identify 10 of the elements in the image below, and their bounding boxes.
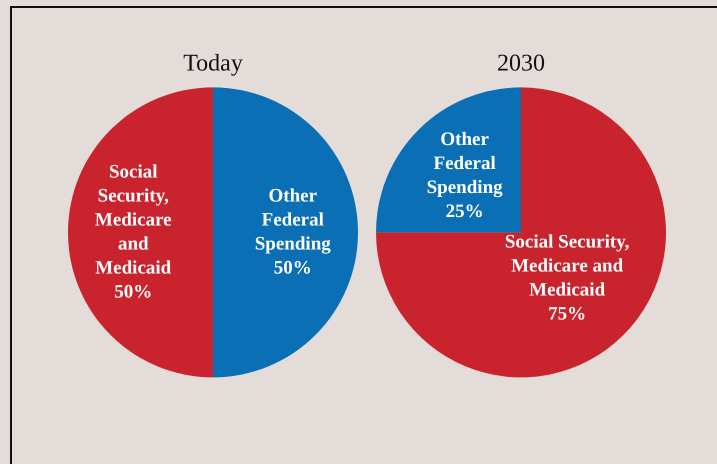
data-label: 25% <box>446 200 484 222</box>
data-label: 75% <box>548 303 586 324</box>
data-label: 50% <box>274 257 312 278</box>
slice-label: Other Federal Spending <box>254 185 332 254</box>
data-label: 50% <box>114 281 152 302</box>
slice-label: Social Security, Medicare and Medicaid <box>504 231 630 300</box>
chart-title: Today <box>183 50 243 77</box>
slice-label: Other Federal Spending <box>426 128 504 198</box>
slice-label: Social Security, Medicare and Medicaid <box>94 161 172 278</box>
chart-title: 2030 <box>497 50 545 77</box>
